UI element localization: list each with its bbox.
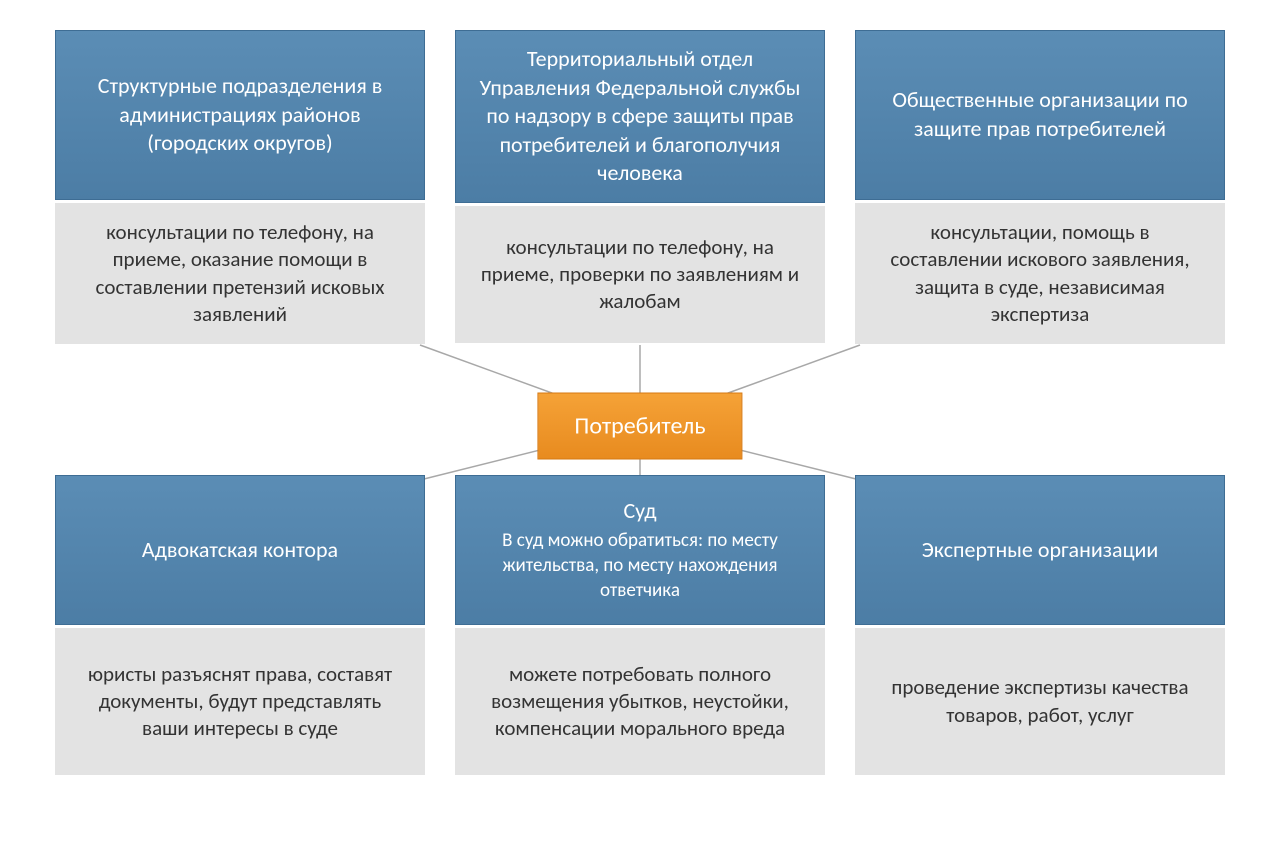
card-structural-divisions: Структурные подразделения в администраци… (55, 30, 425, 344)
card-header: Суд В суд можно обратиться: по месту жит… (455, 475, 825, 625)
card-court: Суд В суд можно обратиться: по месту жит… (455, 475, 825, 775)
consumer-diagram: Потребитель Структурные подразделения в … (0, 0, 1280, 851)
card-expert-org: Экспертные организации проведение экспер… (855, 475, 1225, 775)
card-subtitle: В суд можно обратиться: по месту жительс… (476, 529, 804, 603)
card-body-text: проведение экспертизы качества товаров, … (875, 674, 1205, 729)
card-body: юристы разъяснят права, составят докумен… (55, 625, 425, 775)
center-node-consumer: Потребитель (537, 392, 742, 459)
card-body-text: консультации по телефону, на приеме, ока… (75, 219, 405, 328)
card-title: Структурные подразделения в администраци… (76, 72, 404, 158)
card-title: Суд (623, 497, 656, 526)
card-title: Общественные организации по защите прав … (876, 86, 1204, 143)
card-public-org: Общественные организации по защите прав … (855, 30, 1225, 344)
card-title: Адвокатская контора (142, 536, 338, 565)
card-header: Экспертные организации (855, 475, 1225, 625)
card-body-text: юристы разъяснят права, составят докумен… (75, 661, 405, 743)
card-body-text: консультации по телефону, на приеме, про… (475, 234, 805, 316)
center-node-label: Потребитель (574, 411, 705, 440)
card-body: консультации по телефону, на приеме, про… (455, 203, 825, 343)
card-title: Территориальный отдел Управления Федерал… (476, 45, 804, 188)
card-body-text: консультации, помощь в составлении исков… (875, 219, 1205, 328)
card-territorial-dept: Территориальный отдел Управления Федерал… (455, 30, 825, 343)
card-header: Структурные подразделения в администраци… (55, 30, 425, 200)
card-header: Адвокатская контора (55, 475, 425, 625)
card-header: Общественные организации по защите прав … (855, 30, 1225, 200)
card-body: консультации по телефону, на приеме, ока… (55, 200, 425, 344)
card-body: можете потребовать полного возмещения уб… (455, 625, 825, 775)
card-title: Экспертные организации (922, 536, 1159, 565)
card-body: консультации, помощь в составлении исков… (855, 200, 1225, 344)
card-body-text: можете потребовать полного возмещения уб… (475, 661, 805, 743)
card-body: проведение экспертизы качества товаров, … (855, 625, 1225, 775)
card-law-office: Адвокатская контора юристы разъяснят пра… (55, 475, 425, 775)
card-header: Территориальный отдел Управления Федерал… (455, 30, 825, 203)
